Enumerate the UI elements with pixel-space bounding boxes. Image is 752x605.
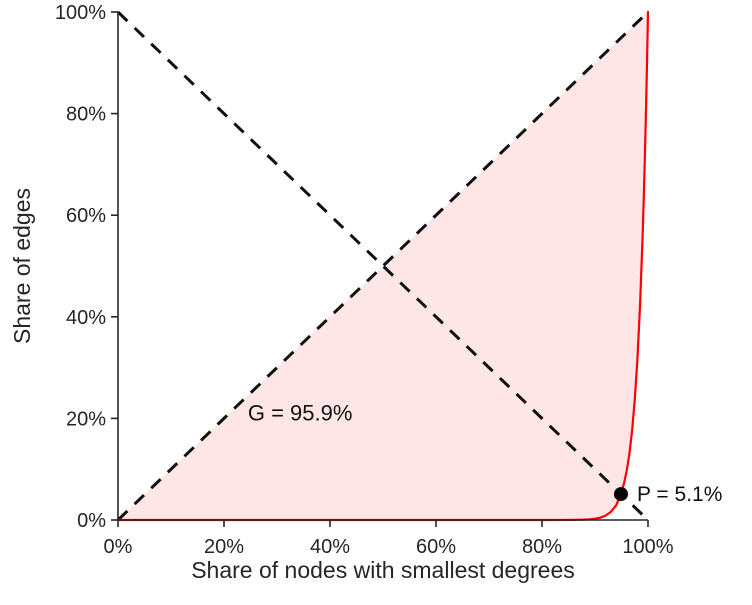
equality-diagonal-line — [116, 10, 650, 522]
anti-diagonal-line — [116, 10, 650, 522]
x-tick-label: 80% — [522, 536, 562, 558]
x-tick-label: 20% — [204, 536, 244, 558]
gini-label: G = 95.9% — [248, 400, 353, 425]
x-tick-label: 60% — [416, 536, 456, 558]
y-tick-label: 40% — [66, 307, 106, 329]
y-tick-label: 100% — [55, 2, 106, 24]
x-tick-label: 100% — [622, 536, 673, 558]
y-tick-label: 60% — [66, 205, 106, 227]
p-label: P = 5.1% — [637, 483, 722, 506]
x-tick-label: 40% — [310, 536, 350, 558]
y-tick-label: 80% — [66, 104, 106, 126]
x-axis-label: Share of nodes with smallest degrees — [191, 557, 575, 583]
gini-shaded-area — [118, 12, 648, 520]
point-P-marker — [613, 487, 628, 502]
y-tick-label: 0% — [77, 510, 106, 532]
y-axis-label: Share of edges — [9, 188, 35, 344]
y-tick-label: 20% — [66, 408, 106, 430]
x-tick-label: 0% — [104, 536, 133, 558]
